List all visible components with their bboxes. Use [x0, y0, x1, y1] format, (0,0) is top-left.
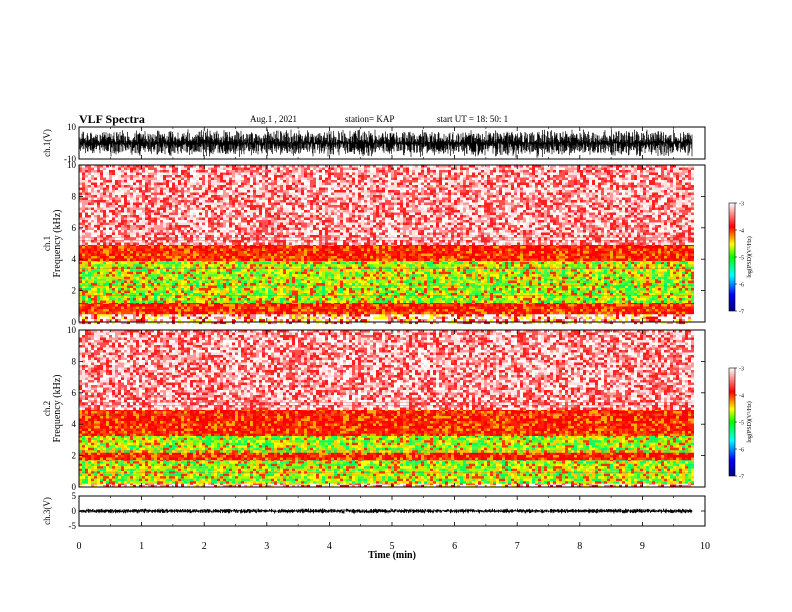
ch2-spectrogram-ytick-label: 8: [72, 356, 77, 366]
ch3-waveform-ytick-label: 5: [72, 491, 77, 501]
ch1-spectrogram-ytick-label: 8: [72, 191, 77, 201]
ch2-spectrogram-colorbar-tick-label: -4: [739, 394, 744, 400]
ch3-waveform-ytick-label: -5: [69, 521, 77, 531]
ch1-spectrogram-ytick-label: 10: [67, 160, 77, 170]
ch3-waveform-line: [80, 509, 692, 514]
ch2-spectrogram-ytick-label: 6: [72, 388, 77, 398]
ch1-waveform-ytick-label: 10: [67, 122, 77, 132]
ch1-spectrogram-colorbar-label: log(PSD)(V²/Hz): [746, 236, 753, 277]
x-tick-label: 1: [139, 541, 144, 552]
x-tick-label: 6: [452, 541, 457, 552]
ch1-spectrogram-colorbar-tick-label: -6: [739, 283, 744, 289]
ch1-spectrogram-colorbar-tick-label: -3: [739, 202, 744, 208]
ch1-spectrogram-colorbar-tick-label: -4: [739, 229, 744, 235]
ch1-spectrogram-ytick-label: 6: [72, 223, 77, 233]
x-tick-label: 8: [577, 541, 582, 552]
ch1-spectrogram-ytick-label: 4: [72, 254, 77, 264]
ch2-spectrogram-colorbar-tick-label: -6: [739, 448, 744, 454]
ch1-spectrogram-colorbar-tick-label: -7: [739, 310, 744, 316]
ch2-spectrogram-colorbar: [729, 368, 735, 476]
x-tick-label: 3: [264, 541, 269, 552]
x-tick-label: 0: [77, 541, 82, 552]
ch2-spectrogram-image: [79, 330, 694, 487]
ch3-waveform-ytick-label: 0: [72, 506, 77, 516]
ch2-spectrogram-colorbar-tick-label: -5: [739, 421, 744, 427]
x-tick-label: 2: [202, 541, 207, 552]
ch2-spectrogram-ylabel: Frequency (kHz): [52, 374, 63, 442]
ch3-waveform-ylabel: ch.3(V): [42, 497, 52, 525]
ch2-spectrogram-ytick-label: 10: [67, 325, 77, 335]
ch2-spectrogram-ytick-label: 2: [72, 451, 77, 461]
ch1-waveform-ylabel: ch.1(V): [42, 129, 52, 157]
ch1-spectrogram-ylabel: Frequency (kHz): [52, 209, 63, 277]
x-tick-label: 7: [515, 541, 520, 552]
ch2-spectrogram-ytick-label: 4: [72, 419, 77, 429]
x-tick-label: 10: [700, 541, 710, 552]
ch2-spectrogram-colorbar-tick-label: -7: [739, 475, 744, 481]
ch1-spectrogram-image: [79, 165, 694, 324]
ch3-waveform-trace: [80, 509, 692, 514]
x-axis-label: Time (min): [368, 550, 416, 561]
ch1-waveform-trace: [80, 129, 692, 158]
ch1-waveform-line: [80, 129, 692, 158]
x-tick-label: 9: [640, 541, 645, 552]
figure-canvas: 10-10ch.1(V)0246810ch.1 Frequency (kHz)02…: [0, 0, 792, 612]
ch2-spectrogram-colorbar-label: log(PSD)(V²/Hz): [746, 401, 753, 442]
ch1-spectrogram-colorbar-tick-label: -5: [739, 256, 744, 262]
ch1-spectrogram-ytick-label: 2: [72, 286, 77, 296]
ch1-spectrogram-ylabel-channel: ch.1: [42, 236, 52, 251]
x-tick-label: 4: [327, 541, 332, 552]
vlf-spectra-figure: VLF Spectra Aug.1 , 2021 station= KAP st…: [0, 0, 792, 612]
ch1-spectrogram-colorbar: [729, 203, 735, 311]
ch2-spectrogram-colorbar-tick-label: -3: [739, 367, 744, 373]
ch2-spectrogram-ylabel-channel: ch.2: [42, 401, 52, 416]
